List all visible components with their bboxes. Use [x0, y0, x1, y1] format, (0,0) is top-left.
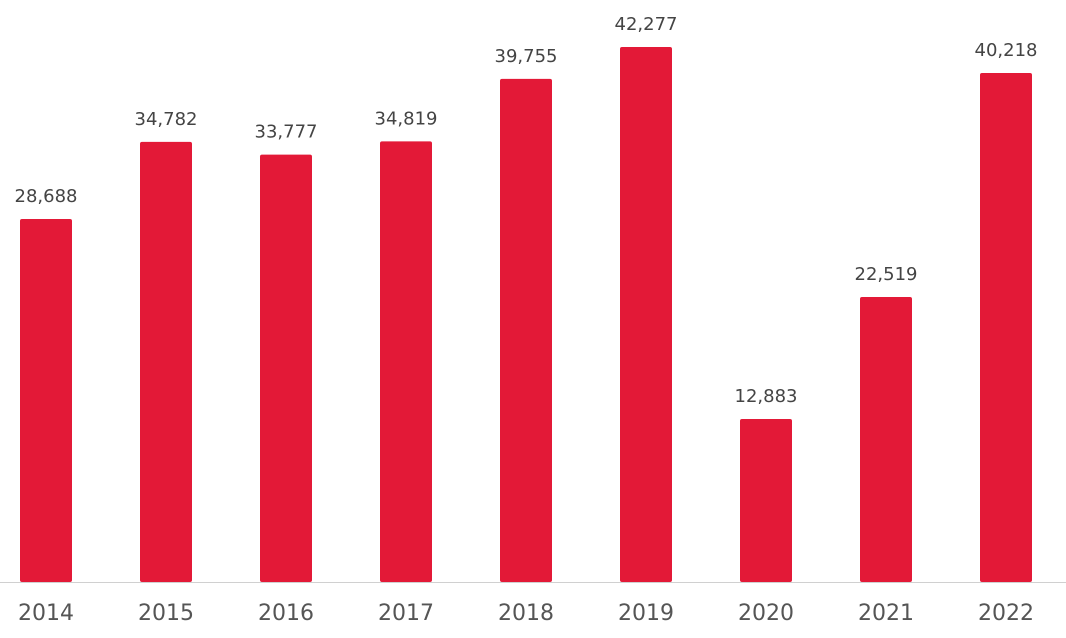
- x-tick-label: 2020: [738, 601, 794, 626]
- bar: [620, 47, 672, 582]
- x-tick-label: 2018: [498, 601, 554, 626]
- value-label: 39,755: [495, 46, 558, 67]
- x-tick-label: 2016: [258, 601, 314, 626]
- x-tick-label: 2019: [618, 601, 674, 626]
- value-label: 42,277: [615, 14, 678, 35]
- x-tick-label: 2014: [18, 601, 74, 626]
- bar: [500, 78, 552, 583]
- x-tick-label: 2017: [378, 601, 434, 626]
- value-label: 12,883: [735, 386, 798, 407]
- value-label: 34,819: [375, 108, 438, 129]
- bar: [740, 418, 792, 582]
- x-tick-label: 2021: [858, 601, 914, 626]
- bar: [860, 297, 912, 582]
- bar: [380, 141, 432, 582]
- bar: [20, 218, 72, 582]
- x-tick-label: 2015: [138, 601, 194, 626]
- value-label: 34,782: [135, 109, 198, 130]
- x-tick-label: 2022: [978, 601, 1034, 626]
- value-label: 33,777: [255, 122, 318, 143]
- bar: [980, 73, 1032, 582]
- value-label: 22,519: [855, 264, 918, 285]
- bar: [140, 141, 192, 582]
- value-label: 28,688: [15, 186, 78, 207]
- value-label: 40,218: [975, 40, 1038, 61]
- bar: [260, 154, 312, 582]
